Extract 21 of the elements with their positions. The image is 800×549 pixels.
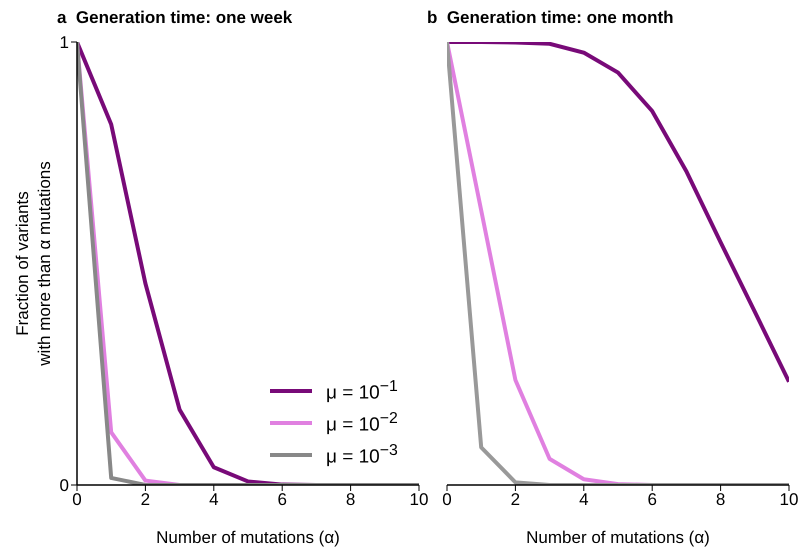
legend-label: μ = 10$^{−3}$ xyxy=(326,442,398,468)
x-tick-label: 0 xyxy=(72,490,82,510)
x-tick-label: 8 xyxy=(716,490,726,510)
x-tick-label: 6 xyxy=(277,490,287,510)
legend-label: μ = 10$^{−1}$ xyxy=(326,378,398,404)
x-tick-label: 10 xyxy=(410,490,428,510)
x-tick-label: 2 xyxy=(140,490,150,510)
x-tick-label: 4 xyxy=(209,490,219,510)
x-tick-label: 8 xyxy=(346,490,356,510)
x-tick-label: 6 xyxy=(647,490,657,510)
y-tick-label: 1 xyxy=(60,33,69,52)
x-tick-label: 0 xyxy=(442,490,452,510)
x-tick-label: 10 xyxy=(780,490,798,510)
y-axis-title: Fraction of variants with more than α mutations xyxy=(13,161,54,367)
chart-title: b Generation time: one month xyxy=(427,8,674,28)
x-tick-label: 4 xyxy=(579,490,589,510)
x-axis-title: Number of mutations (α) xyxy=(526,528,710,547)
chart-title: a Generation time: one week xyxy=(57,8,292,28)
x-tick-label: 2 xyxy=(510,490,520,510)
legend-label: μ = 10$^{−2}$ xyxy=(326,410,398,436)
x-axis-title: Number of mutations (α) xyxy=(156,528,340,547)
